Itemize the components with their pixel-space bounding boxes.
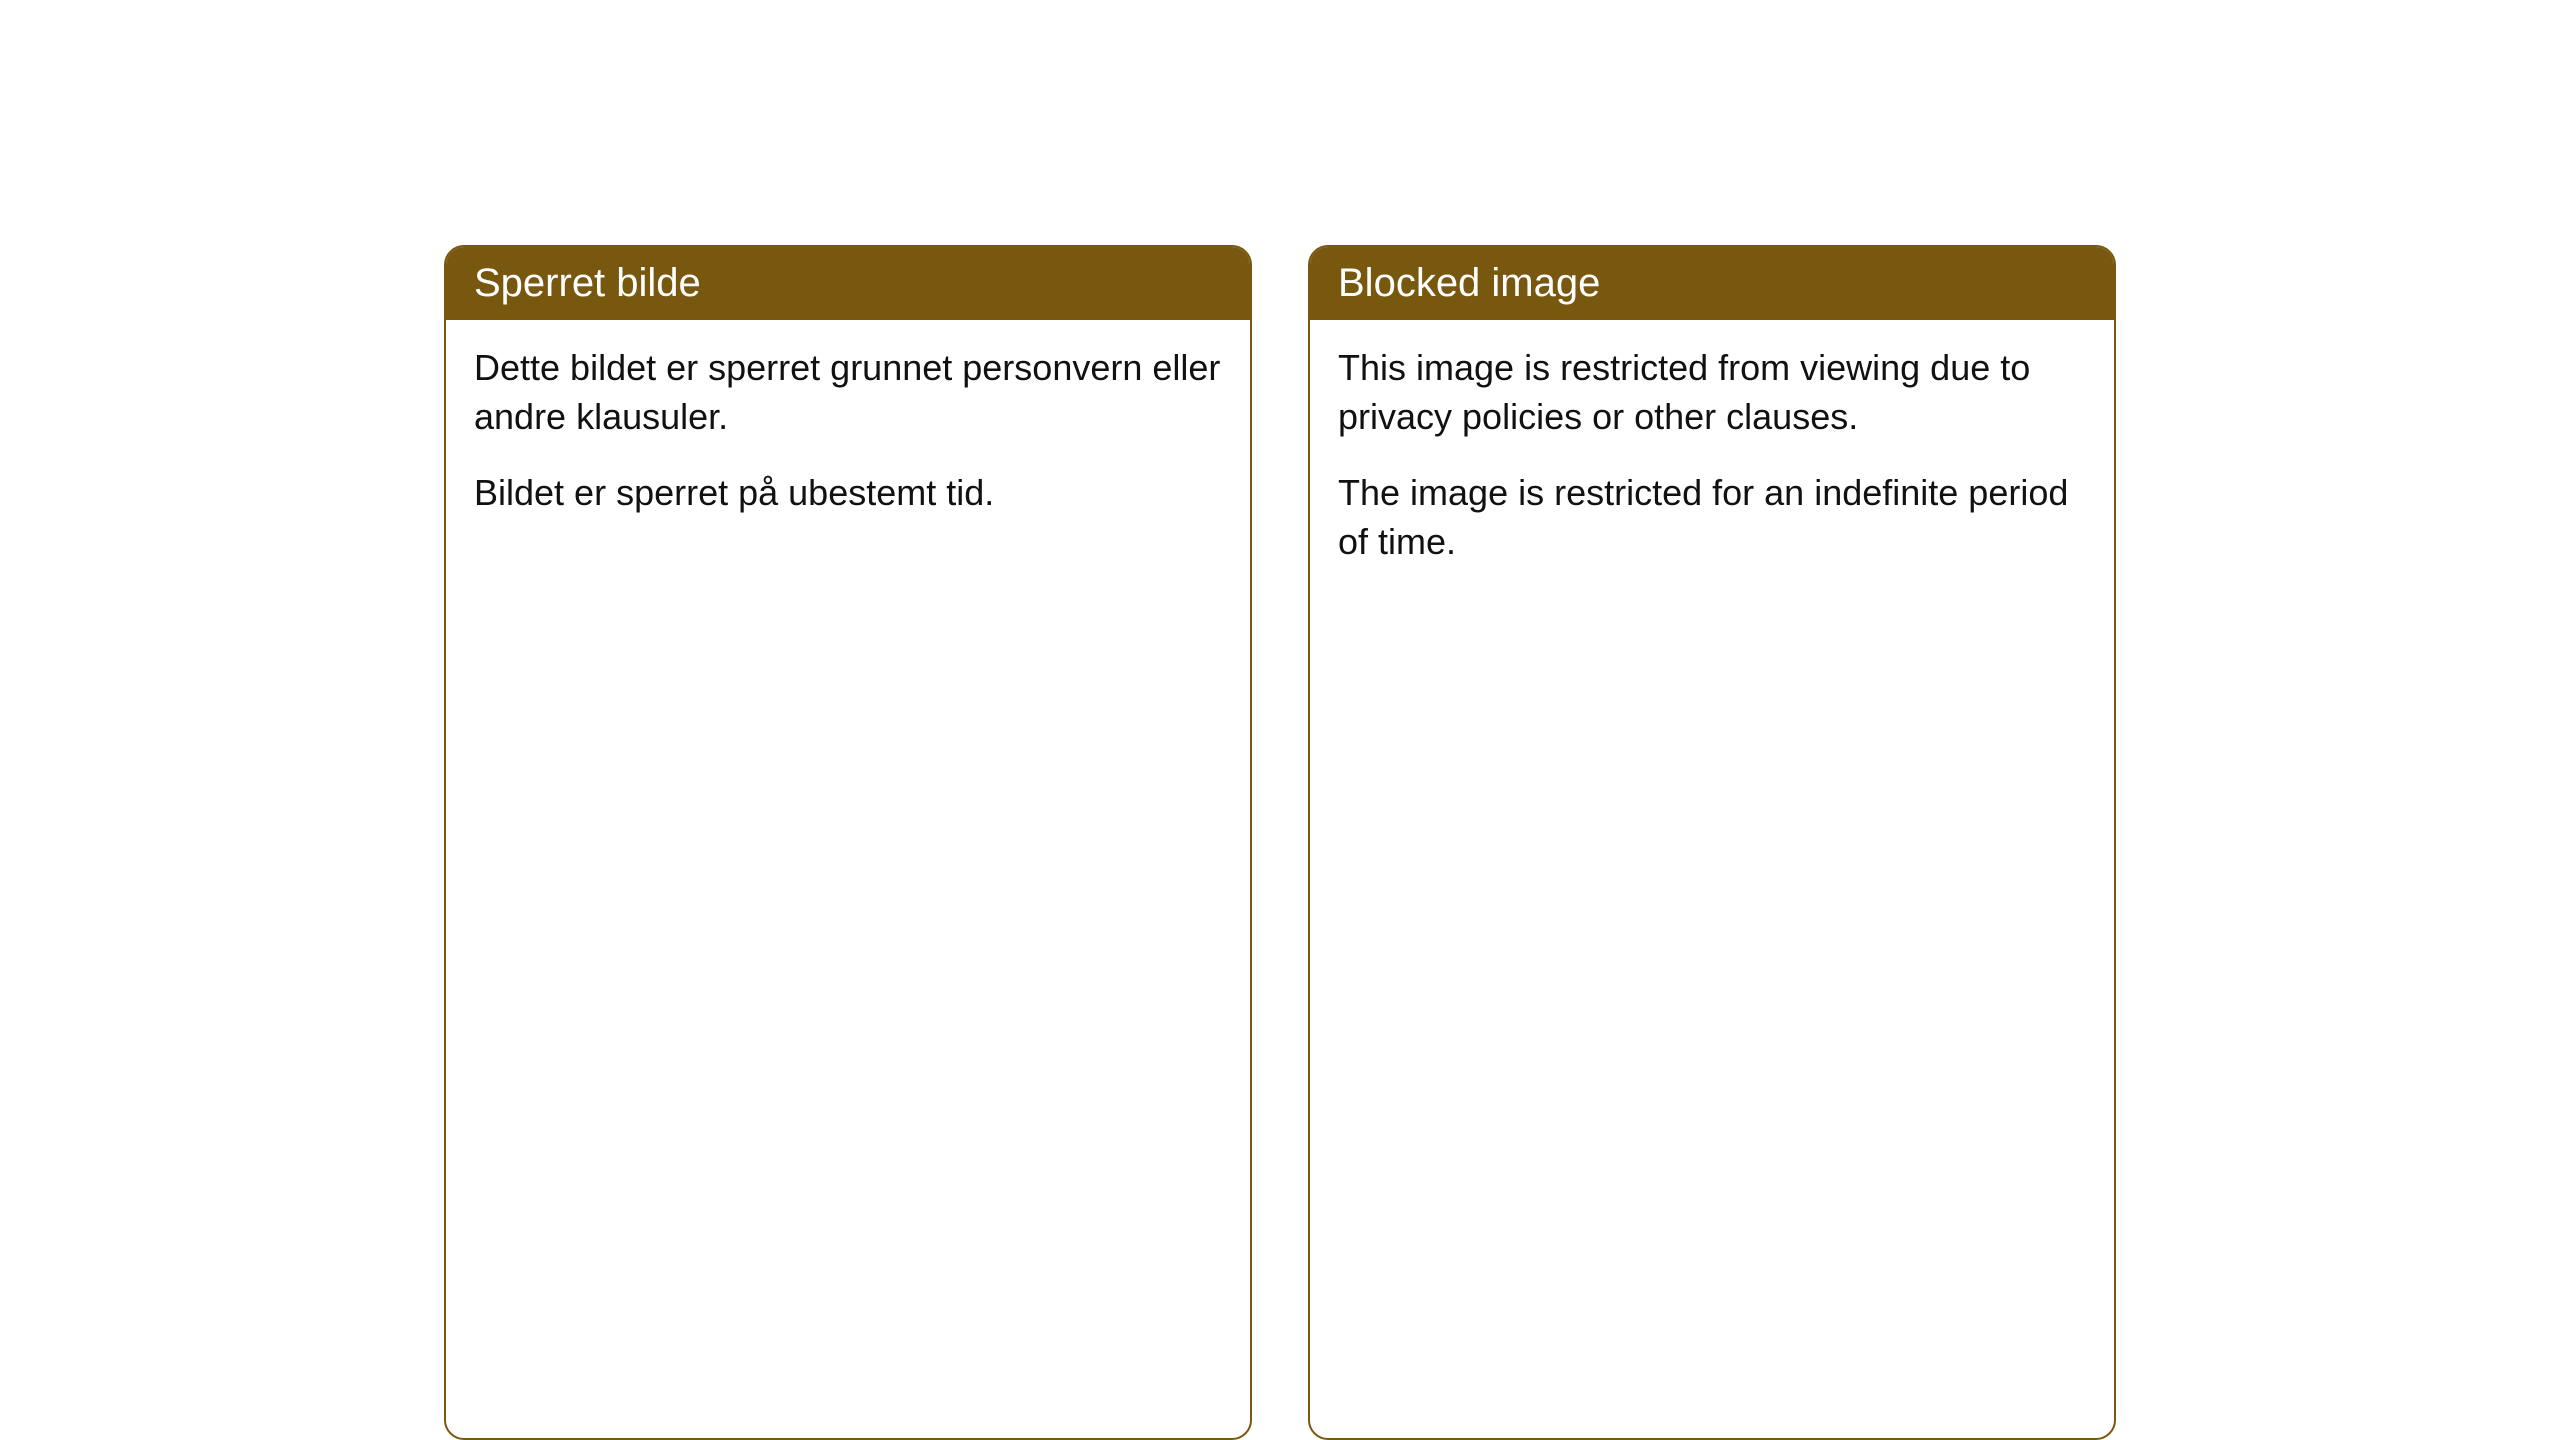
card-header-no: Sperret bilde xyxy=(446,247,1250,320)
notice-card-no: Sperret bilde Dette bildet er sperret gr… xyxy=(444,245,1252,1440)
card-header-en: Blocked image xyxy=(1310,247,2114,320)
card-paragraph-no-1: Dette bildet er sperret grunnet personve… xyxy=(474,344,1222,441)
card-paragraph-no-2: Bildet er sperret på ubestemt tid. xyxy=(474,469,1222,518)
card-paragraph-en-1: This image is restricted from viewing du… xyxy=(1338,344,2086,441)
card-body-en: This image is restricted from viewing du… xyxy=(1310,320,2114,598)
notice-cards-container: Sperret bilde Dette bildet er sperret gr… xyxy=(444,245,2116,1440)
card-body-no: Dette bildet er sperret grunnet personve… xyxy=(446,320,1250,550)
notice-card-en: Blocked image This image is restricted f… xyxy=(1308,245,2116,1440)
card-paragraph-en-2: The image is restricted for an indefinit… xyxy=(1338,469,2086,566)
